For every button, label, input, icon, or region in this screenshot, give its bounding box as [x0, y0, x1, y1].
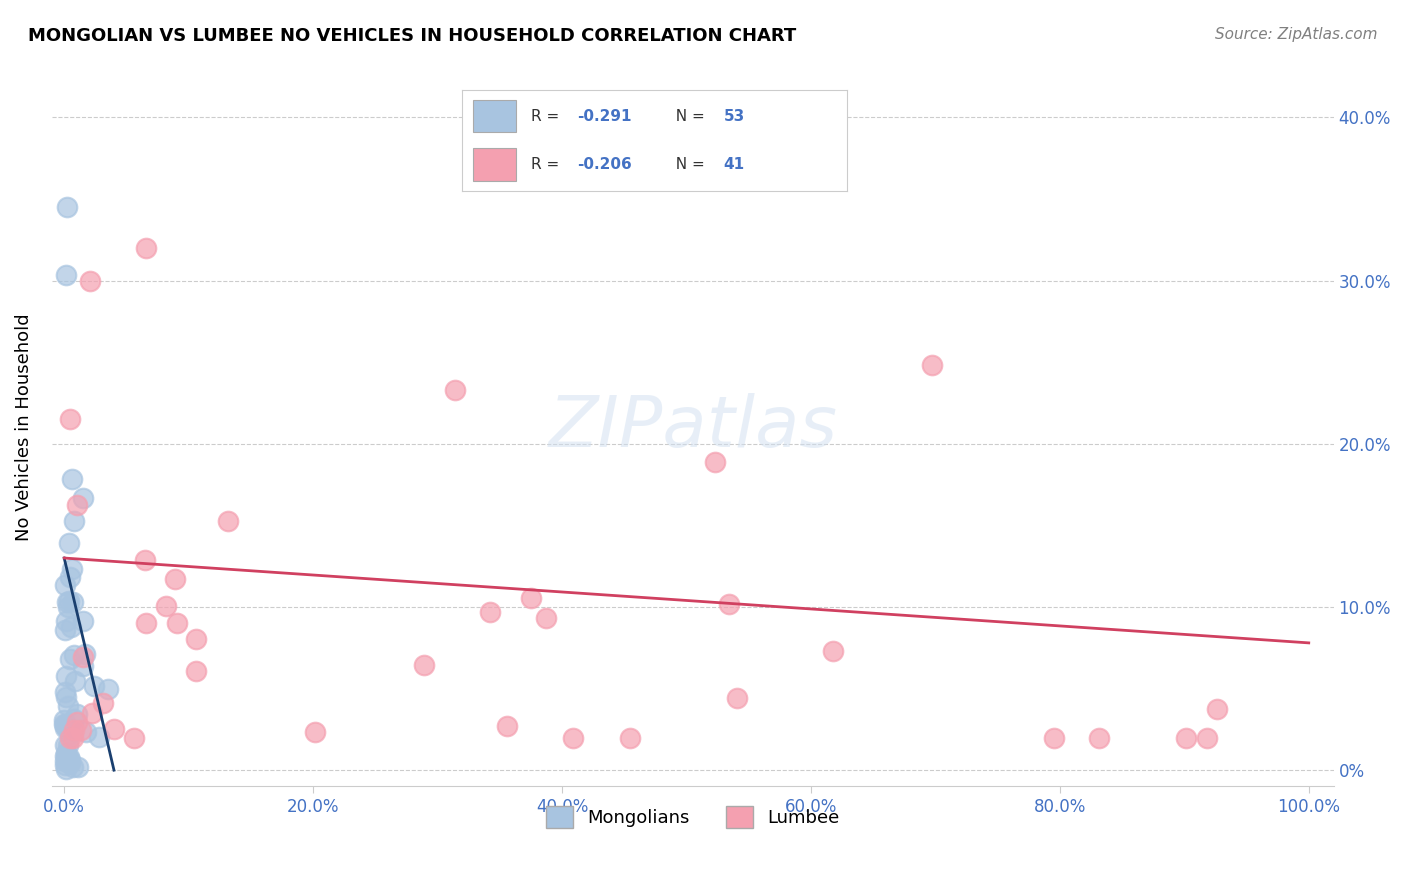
- Point: [63, 514, 86, 528]
- Point: [619, 731, 641, 745]
- Point: [56, 755, 79, 769]
- Point: [412, 657, 434, 672]
- Point: [55, 578, 77, 592]
- Point: [72, 659, 94, 673]
- Point: [53, 623, 76, 637]
- Point: [519, 591, 541, 605]
- Point: [1205, 702, 1227, 716]
- Point: [165, 572, 187, 586]
- Point: [55, 754, 77, 768]
- Point: [921, 358, 943, 372]
- Point: [53, 738, 76, 752]
- Point: [166, 615, 188, 630]
- Point: [59, 651, 82, 665]
- Point: [703, 455, 725, 469]
- Point: [53, 713, 76, 727]
- Point: [58, 750, 80, 764]
- Point: [124, 731, 146, 745]
- Point: [66, 706, 89, 721]
- Point: [155, 599, 177, 614]
- Point: [53, 757, 76, 772]
- Point: [1043, 731, 1066, 745]
- Point: [59, 731, 82, 745]
- Point: [70, 723, 93, 737]
- Point: [53, 721, 76, 735]
- Point: [56, 200, 79, 214]
- Point: [83, 679, 105, 693]
- Point: [62, 595, 84, 609]
- Legend: Mongolians, Lumbee: Mongolians, Lumbee: [538, 798, 846, 835]
- Point: [55, 268, 77, 282]
- Point: [55, 669, 77, 683]
- Point: [304, 725, 326, 739]
- Point: [823, 644, 845, 658]
- Point: [59, 412, 82, 426]
- Point: [56, 595, 79, 609]
- Point: [62, 713, 84, 727]
- Text: Source: ZipAtlas.com: Source: ZipAtlas.com: [1215, 27, 1378, 42]
- Point: [478, 605, 501, 619]
- Point: [60, 472, 83, 486]
- Point: [55, 749, 77, 764]
- Point: [72, 650, 94, 665]
- Point: [1175, 731, 1198, 745]
- Point: [66, 760, 89, 774]
- Point: [134, 552, 156, 566]
- Point: [59, 727, 82, 741]
- Text: ZIPatlas: ZIPatlas: [548, 393, 837, 462]
- Point: [727, 691, 749, 706]
- Point: [62, 759, 84, 773]
- Point: [56, 738, 79, 752]
- Point: [75, 647, 97, 661]
- Point: [55, 762, 77, 776]
- Point: [55, 720, 77, 734]
- Point: [1195, 731, 1218, 745]
- Point: [87, 731, 110, 745]
- Point: [59, 570, 82, 584]
- Point: [59, 753, 82, 767]
- Point: [186, 665, 208, 679]
- Y-axis label: No Vehicles in Household: No Vehicles in Household: [15, 314, 32, 541]
- Point: [65, 673, 87, 688]
- Point: [72, 491, 94, 505]
- Text: MONGOLIAN VS LUMBEE NO VEHICLES IN HOUSEHOLD CORRELATION CHART: MONGOLIAN VS LUMBEE NO VEHICLES IN HOUSE…: [28, 27, 796, 45]
- Point: [62, 731, 84, 745]
- Point: [58, 536, 80, 550]
- Point: [55, 690, 77, 705]
- Point: [562, 731, 585, 745]
- Point: [53, 685, 76, 699]
- Point: [66, 715, 89, 730]
- Point: [53, 717, 76, 731]
- Point: [217, 514, 239, 528]
- Point: [135, 241, 157, 255]
- Point: [184, 632, 207, 646]
- Point: [444, 384, 467, 398]
- Point: [496, 719, 519, 733]
- Point: [91, 696, 114, 710]
- Point: [58, 594, 80, 608]
- Point: [60, 561, 83, 575]
- Point: [79, 274, 101, 288]
- Point: [103, 723, 125, 737]
- Point: [717, 597, 740, 611]
- Point: [135, 616, 157, 631]
- Point: [59, 756, 82, 770]
- Point: [53, 718, 76, 732]
- Point: [63, 648, 86, 662]
- Point: [66, 498, 89, 512]
- Point: [56, 699, 79, 714]
- Point: [534, 611, 557, 625]
- Point: [72, 614, 94, 628]
- Point: [53, 718, 76, 732]
- Point: [63, 723, 86, 738]
- Point: [75, 725, 97, 739]
- Point: [60, 620, 83, 634]
- Point: [1088, 731, 1111, 745]
- Point: [55, 614, 77, 628]
- Point: [53, 748, 76, 763]
- Point: [56, 599, 79, 614]
- Point: [55, 746, 77, 760]
- Point: [97, 681, 120, 696]
- Point: [80, 706, 103, 721]
